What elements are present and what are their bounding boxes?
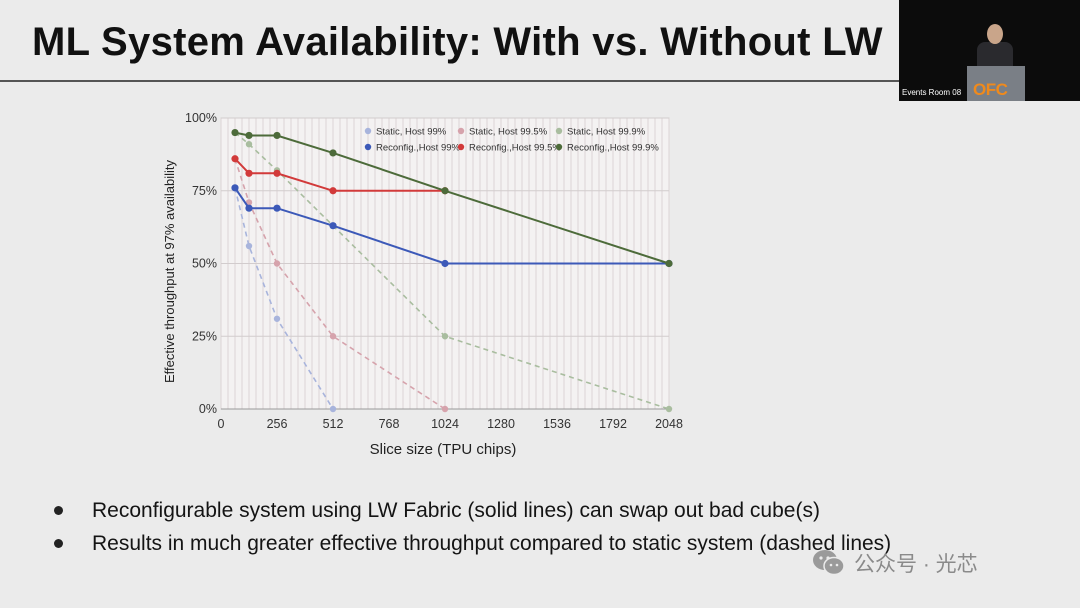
- title-divider: [0, 80, 900, 82]
- y-tick-label: 100%: [185, 111, 217, 125]
- data-point: [231, 155, 239, 163]
- data-point: [329, 405, 337, 413]
- data-point: [273, 315, 281, 322]
- data-point: [231, 184, 239, 192]
- legend-marker: [555, 143, 563, 151]
- data-point: [245, 199, 253, 206]
- speaker-video-inset: OFC Events Room 08: [899, 0, 1080, 101]
- series-line: [234, 187, 669, 265]
- x-tick-label: 1024: [431, 417, 459, 431]
- podium: [967, 66, 1025, 101]
- data-point: [245, 204, 253, 212]
- legend-label: Static, Host 99.9%: [567, 127, 646, 138]
- bullet-dot: [54, 539, 63, 548]
- bullet-item: Results in much greater effective throug…: [52, 527, 891, 560]
- data-point: [441, 187, 449, 195]
- data-point: [245, 242, 253, 250]
- data-point: [231, 128, 239, 137]
- watermark-text: 公众号 · 光芯: [854, 553, 978, 576]
- data-point: [245, 140, 253, 148]
- data-point: [329, 222, 337, 230]
- x-tick-label: 256: [267, 417, 288, 431]
- data-point: [329, 149, 337, 157]
- x-tick-label: 512: [323, 417, 344, 431]
- x-tick-label: 768: [379, 417, 400, 431]
- legend-label: Static, Host 99.5%: [469, 127, 548, 138]
- y-tick-label: 25%: [192, 329, 217, 343]
- legend-marker: [364, 143, 372, 151]
- slide-title: ML System Availability: With vs. Without…: [32, 20, 883, 64]
- bullet-text: Reconfigurable system using LW Fabric (s…: [92, 499, 820, 522]
- room-label: Events Room 08: [902, 88, 962, 97]
- data-point: [245, 131, 253, 140]
- series-line: [234, 187, 334, 410]
- ofc-logo: OFC: [973, 80, 1008, 99]
- data-point: [665, 405, 673, 413]
- legend-label: Static, Host 99%: [376, 127, 447, 138]
- legend-label: Reconfig.,Host 99.9%: [567, 143, 659, 154]
- bullet-text: Results in much greater effective throug…: [92, 532, 892, 555]
- series-line: [234, 158, 446, 410]
- x-tick-label: 1536: [543, 417, 571, 431]
- y-axis-label: Effective throughput at 97% availability: [162, 159, 177, 383]
- legend-marker: [555, 127, 563, 135]
- data-point: [329, 187, 337, 195]
- bullet-dot: [54, 506, 63, 515]
- x-tick-label: 2048: [655, 417, 683, 431]
- legend-marker: [364, 127, 372, 135]
- legend-label: Reconfig.,Host 99%: [376, 143, 461, 154]
- legend-marker: [457, 127, 465, 135]
- bullet-item: Reconfigurable system using LW Fabric (s…: [52, 494, 891, 527]
- data-point: [245, 169, 253, 177]
- watermark: 公众号 · 光芯: [812, 548, 978, 578]
- x-axis-label: Slice size (TPU chips): [370, 441, 517, 458]
- legend-label: Reconfig.,Host 99.5%: [469, 143, 561, 154]
- data-point: [441, 405, 449, 413]
- x-tick-label: 0: [218, 417, 225, 431]
- y-tick-label: 75%: [192, 184, 217, 198]
- wechat-icon: [813, 550, 845, 576]
- bullet-list: Reconfigurable system using LW Fabric (s…: [52, 494, 891, 560]
- y-tick-label: 50%: [192, 257, 217, 271]
- data-point: [329, 333, 337, 340]
- data-point: [273, 169, 281, 177]
- x-tick-label: 1792: [599, 417, 627, 431]
- data-point: [665, 259, 673, 268]
- y-tick-label: 0%: [199, 402, 217, 416]
- data-point: [273, 131, 281, 140]
- legend-marker: [457, 143, 465, 151]
- data-point: [441, 333, 449, 340]
- data-point: [273, 260, 281, 267]
- speaker-head: [987, 24, 1003, 44]
- data-point: [441, 259, 449, 268]
- data-point: [273, 204, 281, 212]
- x-tick-label: 1280: [487, 417, 515, 431]
